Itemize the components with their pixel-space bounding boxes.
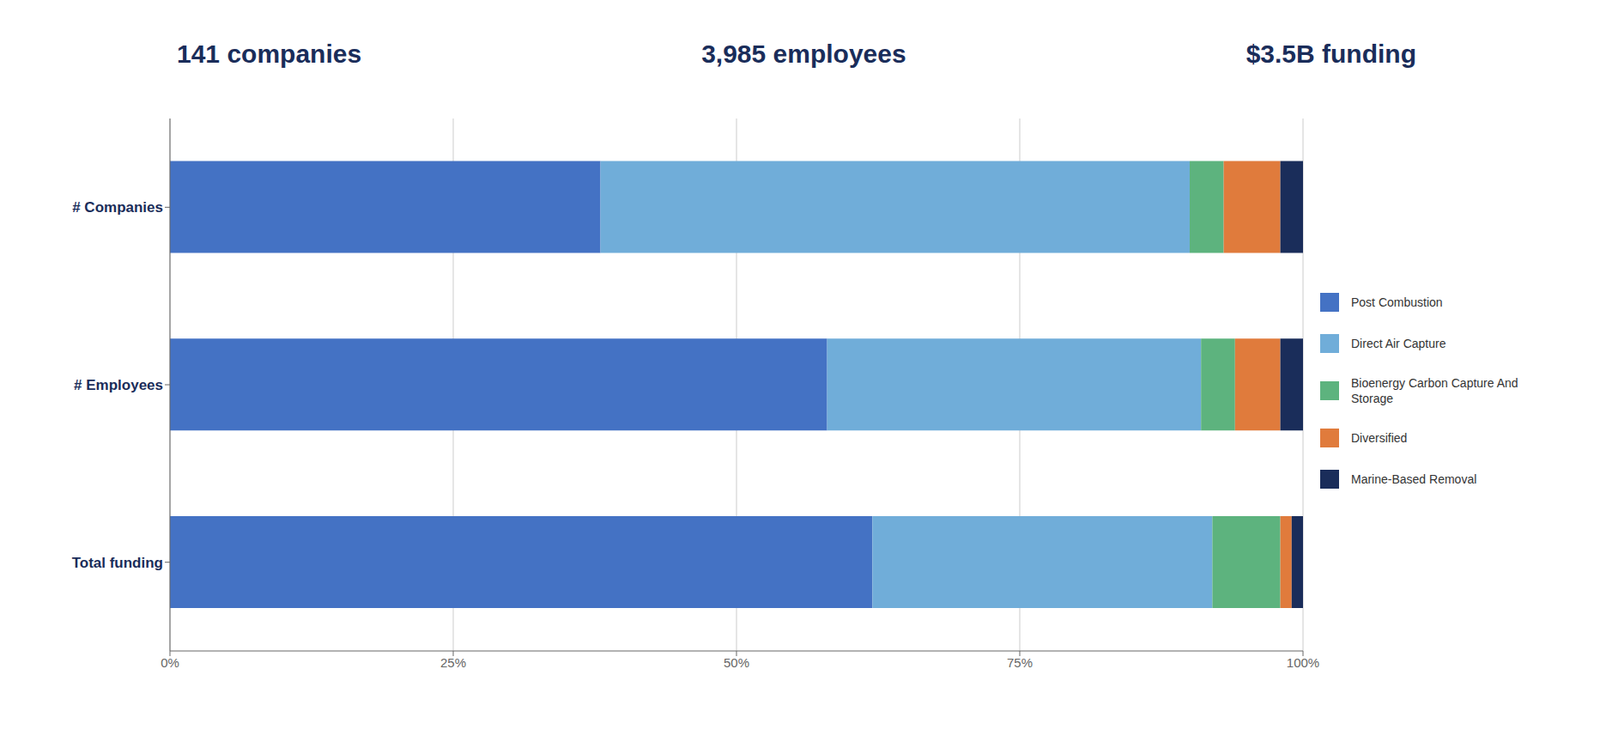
html-text:Marine-Based Removal: Marine-Based Removal bbox=[1351, 472, 1477, 486]
html-text:Bioenergy Carbon Capture And: Bioenergy Carbon Capture And bbox=[1351, 375, 1519, 390]
html-text:3,985 employees: 3,985 employees bbox=[701, 39, 907, 68]
html-text:141 companies: 141 companies bbox=[176, 39, 362, 68]
svg-text:Total funding: Total funding bbox=[72, 554, 164, 571]
svg-text:100%: 100% bbox=[1286, 654, 1320, 670]
svg-text:0%: 0% bbox=[160, 654, 180, 670]
html-text:Diversified: Diversified bbox=[1351, 430, 1408, 445]
html-text:$3.5B funding: $3.5B funding bbox=[1246, 39, 1417, 68]
html-text:Storage: Storage bbox=[1351, 391, 1394, 406]
svg-text:25%: 25% bbox=[440, 654, 467, 670]
html-text:Direct Air Capture: Direct Air Capture bbox=[1351, 336, 1446, 350]
svg-text:75%: 75% bbox=[1006, 654, 1033, 670]
svg-text:50%: 50% bbox=[723, 654, 750, 670]
html-text:Post Combustion: Post Combustion bbox=[1351, 295, 1443, 309]
svg-text:# Employees: # Employees bbox=[73, 376, 164, 394]
svg-text:# Companies: # Companies bbox=[72, 199, 164, 216]
